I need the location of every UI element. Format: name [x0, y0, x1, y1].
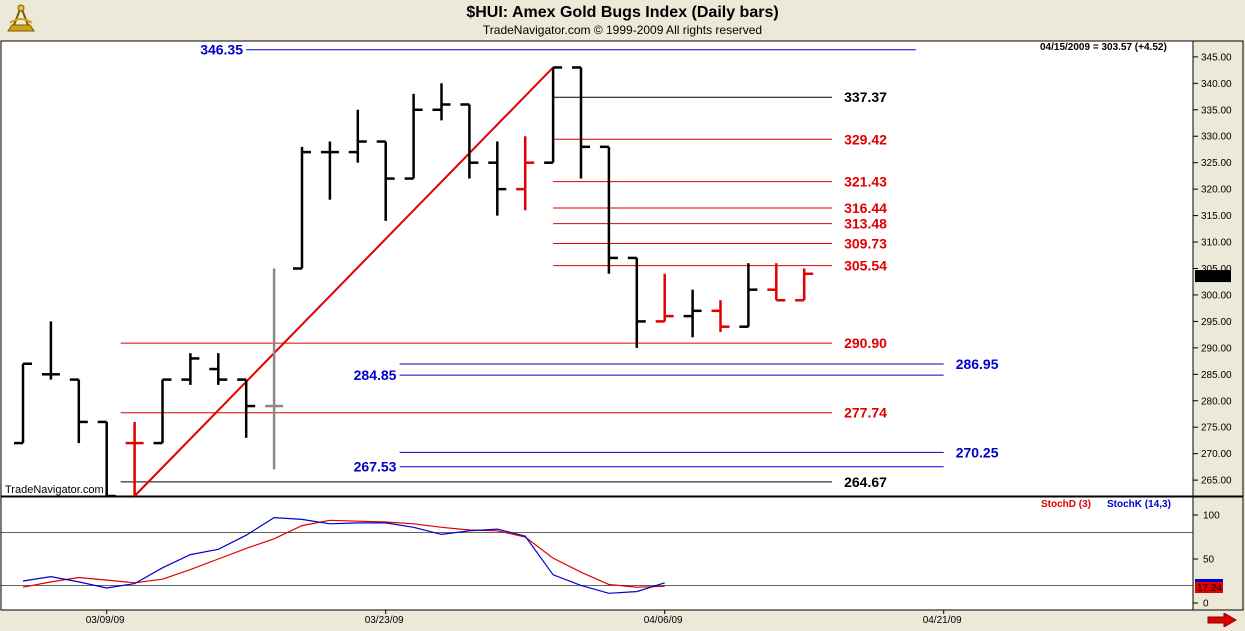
stochastic-panel: 0 50 100 StochD (3) StochK (14,3) 17.24 [1, 499, 1223, 610]
ohlc-bar [655, 273, 674, 323]
price-axis-tick-label: 325.00 [1201, 158, 1232, 169]
ohlc-bar [711, 300, 730, 332]
price-axis-tick-label: 295.00 [1201, 317, 1232, 328]
stochD-current-label: 17.24 [1197, 583, 1222, 594]
price-axis-tick-label: 340.00 [1201, 79, 1232, 90]
red-arrow-right-icon[interactable] [1207, 613, 1237, 627]
watermark: TradeNavigator.com [5, 484, 104, 496]
fib-level-label: 270.25 [956, 444, 999, 460]
price-axis-area [1192, 40, 1244, 497]
stoch-axis-tick-label: 100 [1203, 511, 1220, 522]
price-axis-tick-label: 270.00 [1201, 449, 1232, 460]
ohlc-bar [348, 109, 367, 163]
ohlc-bar [125, 421, 144, 496]
fib-level-label: 321.43 [844, 174, 887, 190]
ohlc-bar [209, 353, 228, 385]
date-axis-tick-label: 04/21/09 [923, 615, 962, 626]
trend-line-segment [133, 66, 554, 497]
ohlc-bar [265, 268, 284, 470]
ohlc-bar [153, 378, 172, 445]
date-axis-tick-label: 04/06/09 [644, 615, 683, 626]
fib-level-label: 286.95 [956, 356, 999, 372]
ohlc-bar [181, 353, 200, 385]
stoch-axis-tick-label: 0 [1203, 599, 1209, 610]
ohlc-bar [544, 66, 563, 164]
fib-level-label: 313.48 [844, 216, 887, 232]
price-axis-tick-label: 305.00 [1201, 264, 1232, 275]
price-axis-tick-label: 335.00 [1201, 105, 1232, 116]
price-axis-tick-label: 265.00 [1201, 476, 1232, 487]
stochD-current-box [1195, 582, 1223, 593]
trend-line [133, 66, 554, 497]
fib-level-label: 267.53 [354, 459, 397, 475]
fib-level-label: 290.90 [844, 335, 887, 351]
price-axis-tick-label: 285.00 [1201, 370, 1232, 381]
fib-level-label: 346.35 [200, 42, 243, 58]
price-axis-tick-label: 315.00 [1201, 211, 1232, 222]
price-axis-tick-label: 290.00 [1201, 343, 1232, 354]
price-axis-tick-label: 300.00 [1201, 290, 1232, 301]
price-axis: 265.00 270.00 275.00 280.00 285.00 290.00 295.… [1193, 52, 1232, 487]
ohlc-bar [404, 93, 423, 180]
stoch-legend-entry: StochD (3) [1041, 499, 1091, 510]
stoch-series-line [22, 519, 665, 588]
price-axis-tick-label: 280.00 [1201, 396, 1232, 407]
chart-subtitle: TradeNavigator.com © 1999-2009 All right… [482, 23, 763, 37]
ohlc-bar [767, 263, 786, 302]
date-axis: 03/09/09 03/23/09 04/06/09 04/21/09 [86, 610, 962, 626]
ohlc-bar [516, 136, 535, 211]
ohlc-bar [376, 140, 395, 221]
fib-level-label: 316.44 [844, 200, 887, 216]
fib-level-label: 264.67 [844, 474, 887, 490]
ohlc-bar [41, 321, 60, 380]
price-axis-tick-label: 275.00 [1201, 423, 1232, 434]
date-axis-tick-label: 03/09/09 [86, 615, 125, 626]
ohlc-bar [320, 141, 339, 200]
ohlc-bars [14, 66, 814, 498]
ohlc-bar [293, 146, 311, 270]
ohlc-bar [488, 141, 507, 216]
date-axis-tick-label: 03/23/09 [365, 615, 404, 626]
price-plot-area [0, 40, 1194, 497]
fib-level-label: 337.37 [844, 89, 887, 105]
ohlc-bar [460, 103, 479, 179]
ohlc-bar [14, 362, 32, 445]
sextant-logo-icon[interactable] [4, 3, 38, 35]
stoch-plot-area [0, 496, 1194, 611]
ohlc-bar [795, 268, 814, 302]
stoch-series-line [22, 516, 665, 594]
last-quote-label: 04/15/2009 = 303.57 (+4.52) [1040, 42, 1167, 53]
price-axis-tick-label: 345.00 [1201, 52, 1232, 63]
fib-level-label: 309.73 [844, 235, 887, 251]
ohlc-bar [432, 83, 451, 121]
ohlc-bar [739, 263, 758, 328]
ohlc-bar [627, 256, 646, 348]
ohlc-bar [237, 378, 256, 438]
fib-level-label: 305.54 [844, 258, 887, 274]
ohlc-bar [572, 66, 590, 179]
ohlc-bar [599, 145, 618, 274]
fib-level-label: 277.74 [844, 405, 887, 421]
ohlc-bar [69, 378, 88, 444]
chart-title: $HUI: Amex Gold Bugs Index (Daily bars) [466, 4, 779, 21]
price-axis-tick-label: 330.00 [1201, 132, 1232, 143]
ohlc-bar [683, 289, 702, 338]
fib-level-label: 284.85 [354, 367, 397, 383]
stoch-legend-entry: StochK (14,3) [1107, 499, 1171, 510]
stoch-axis-tick-label: 50 [1203, 555, 1215, 566]
current-price-label: 303.57 [1197, 272, 1228, 283]
price-axis-tick-label: 320.00 [1201, 185, 1232, 196]
current-price-box [1195, 270, 1231, 283]
price-axis-tick-label: 310.00 [1201, 238, 1232, 249]
ohlc-bar [97, 420, 116, 498]
fib-level-label: 329.42 [844, 131, 887, 147]
